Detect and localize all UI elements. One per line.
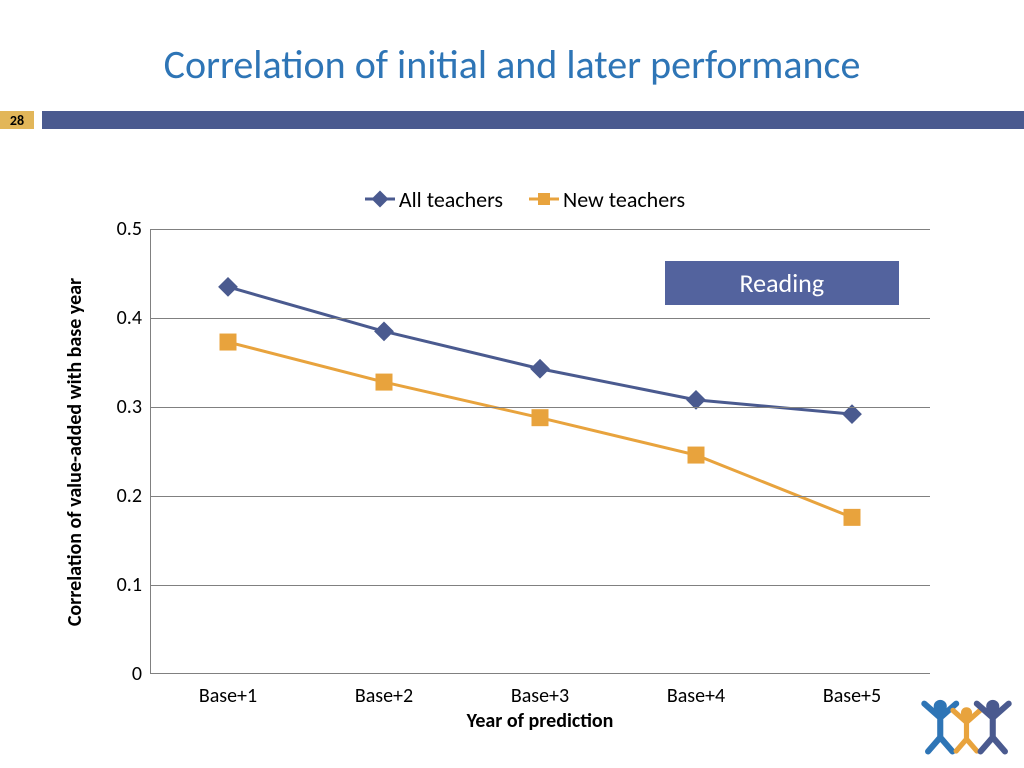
plot-area: Reading 00.10.20.30.40.5Base+1Base+2Base… (150, 229, 930, 674)
page-number-badge: 28 (0, 111, 34, 129)
series-marker (375, 322, 393, 340)
legend-item-new-teachers: New teachers (529, 186, 685, 213)
chart-legend: All teachers New teachers (310, 185, 740, 213)
y-tick-label: 0.1 (72, 573, 142, 597)
reading-badge: Reading (665, 261, 899, 305)
y-tick-label: 0 (72, 662, 142, 686)
header-stripe: 28 (0, 111, 1024, 129)
legend-label: All teachers (399, 186, 503, 213)
series-marker (531, 360, 549, 378)
chart-container: All teachers New teachers Correlation of… (60, 185, 960, 745)
series-marker (844, 509, 860, 525)
x-tick-label: Base+2 (355, 684, 413, 708)
x-tick-label: Base+4 (667, 684, 725, 708)
gridline (150, 585, 930, 586)
gridline (150, 407, 930, 408)
header-stripe-bar (42, 111, 1024, 129)
x-tick-label: Base+1 (199, 684, 257, 708)
y-tick-label: 0.3 (72, 395, 142, 419)
y-axis-label: Correlation of value-added with base yea… (60, 229, 90, 674)
x-tick-label: Base+3 (511, 684, 569, 708)
gridline (150, 318, 930, 319)
series-marker (376, 374, 392, 390)
x-tick-label: Base+5 (823, 684, 881, 708)
people-logo-icon (919, 683, 1014, 758)
series-marker (532, 410, 548, 426)
series-marker (688, 447, 704, 463)
y-tick-label: 0.5 (72, 217, 142, 241)
gridline (150, 496, 930, 497)
series-marker (220, 334, 236, 350)
legend-swatch-diamond (365, 191, 395, 207)
legend-item-all-teachers: All teachers (365, 186, 503, 213)
slide-title: Correlation of initial and later perform… (0, 0, 1024, 111)
legend-label: New teachers (563, 186, 685, 213)
series-line (228, 287, 852, 414)
y-tick-label: 0.4 (72, 306, 142, 330)
legend-swatch-square (529, 191, 559, 207)
series-marker (219, 278, 237, 296)
x-axis-label: Year of prediction (150, 709, 930, 733)
gridline (150, 229, 930, 230)
y-tick-label: 0.2 (72, 484, 142, 508)
